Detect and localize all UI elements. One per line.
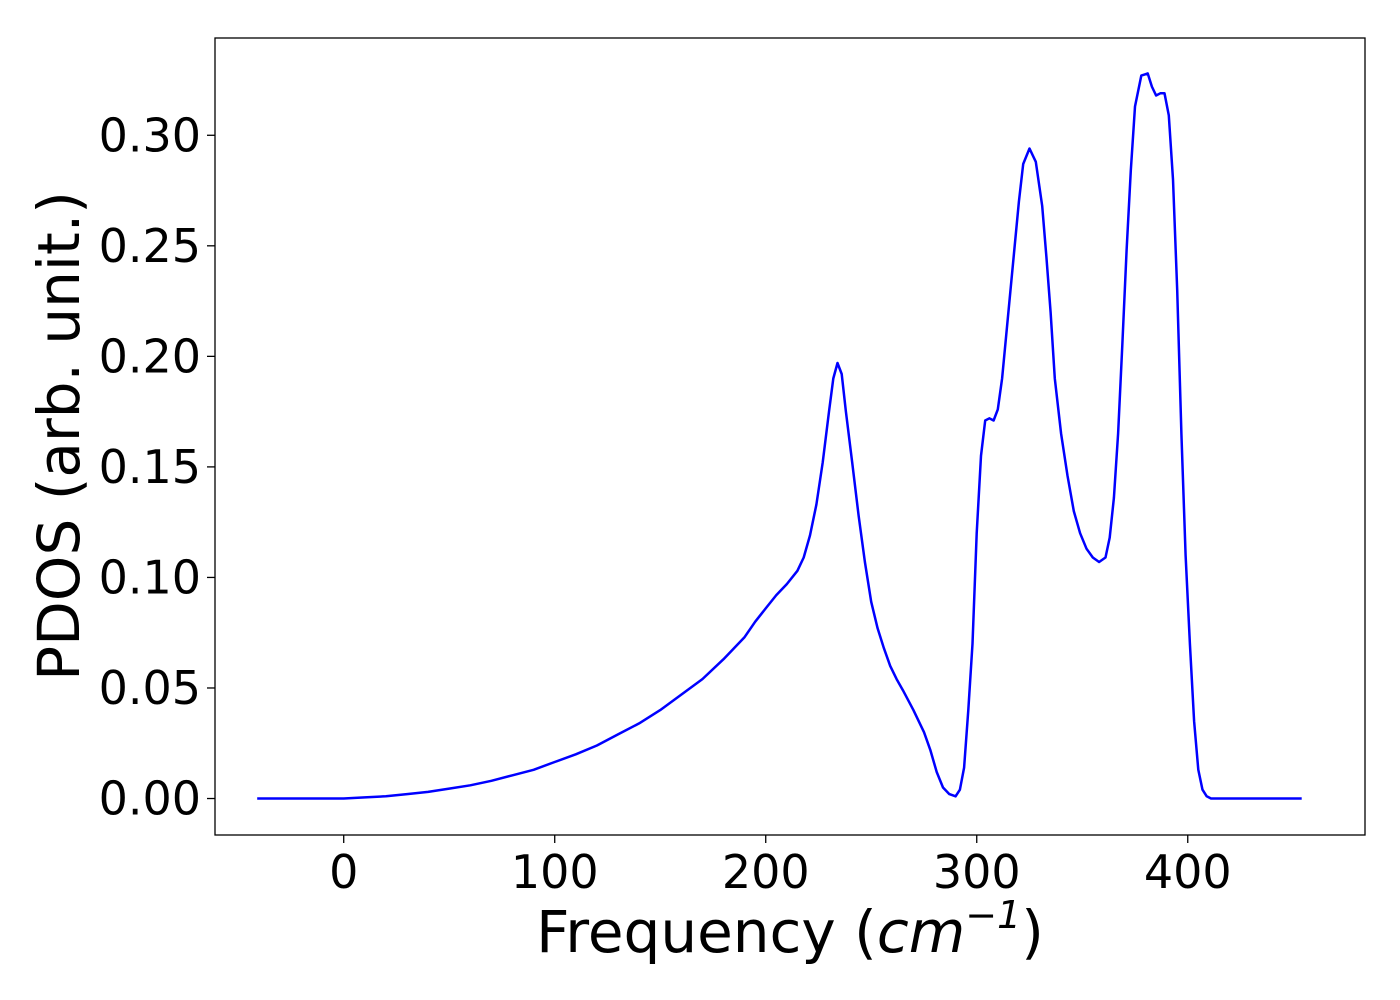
y-tick-label: 0.05 bbox=[99, 661, 201, 715]
y-axis-ticks: 0.00 0.05 0.10 0.15 0.20 0.25 0.30 bbox=[99, 108, 215, 826]
x-tick-label: 300 bbox=[933, 845, 1021, 899]
y-tick-label: 0.00 bbox=[99, 772, 201, 826]
y-tick-label: 0.25 bbox=[99, 219, 201, 273]
y-tick-label: 0.10 bbox=[99, 550, 201, 604]
pdos-series-line bbox=[257, 72, 1302, 800]
y-tick-label: 0.15 bbox=[99, 440, 201, 494]
x-axis-label: Frequency (cm−1) bbox=[536, 893, 1044, 966]
y-tick-label: 0.20 bbox=[99, 329, 201, 383]
x-tick-label: 0 bbox=[329, 845, 358, 899]
x-axis-ticks: 0 100 200 300 400 bbox=[329, 835, 1232, 899]
x-tick-label: 100 bbox=[511, 845, 599, 899]
y-tick-label: 0.30 bbox=[99, 108, 201, 162]
y-axis-label: PDOS (arb. unit.) bbox=[25, 191, 93, 681]
x-tick-label: 200 bbox=[722, 845, 810, 899]
x-tick-label: 400 bbox=[1144, 845, 1232, 899]
plot-area-frame bbox=[214, 37, 1366, 836]
